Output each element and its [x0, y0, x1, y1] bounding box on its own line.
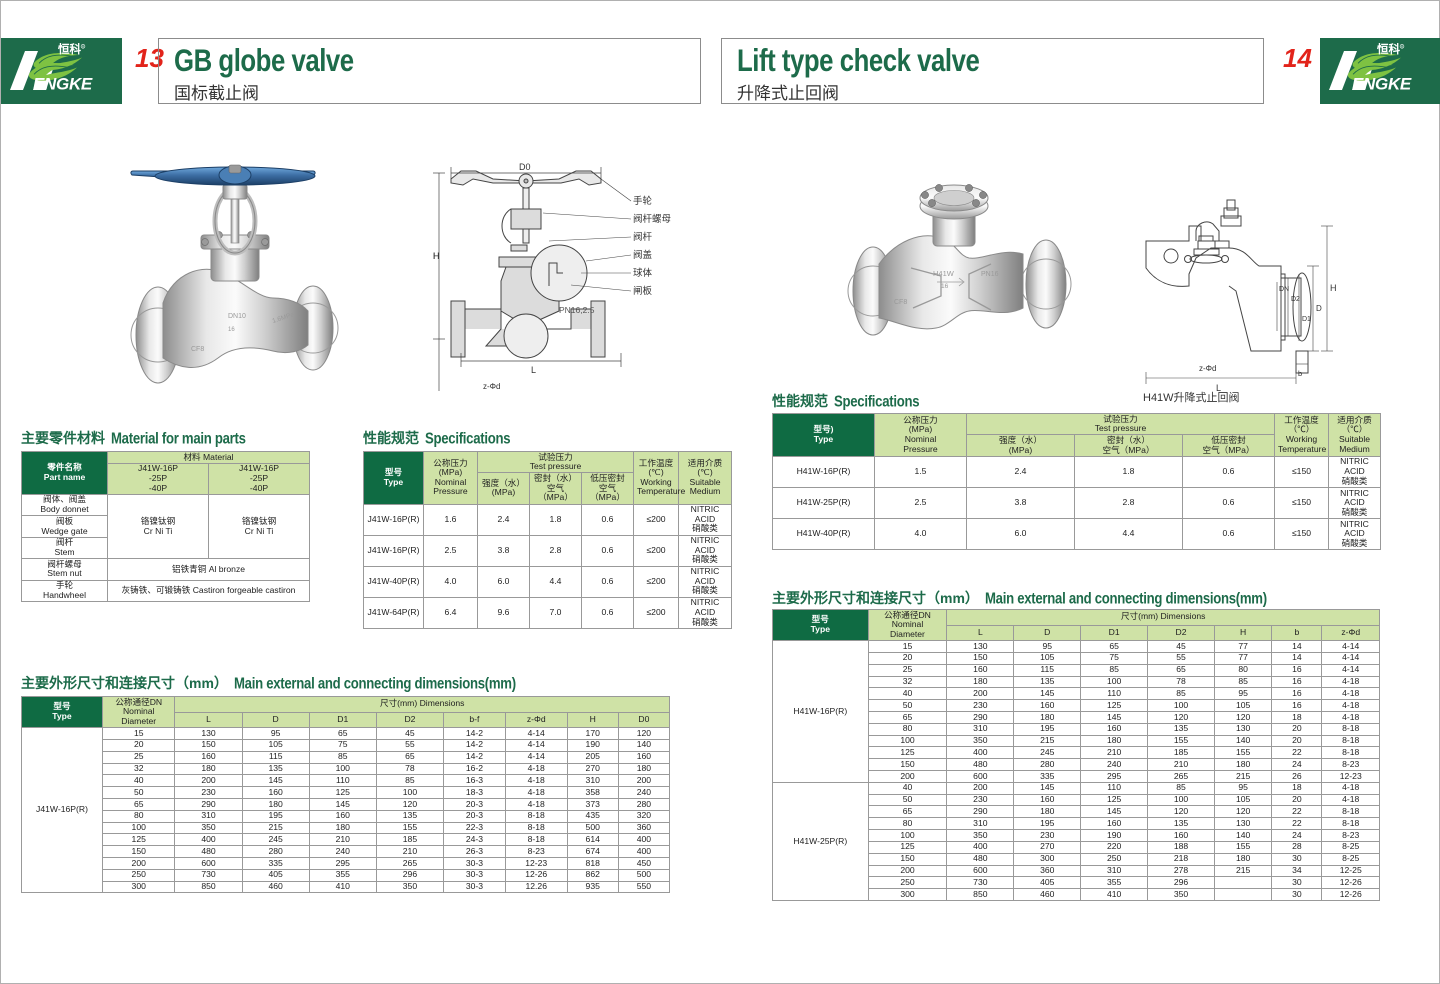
- svg-text:阀杆螺母: 阀杆螺母: [633, 213, 671, 225]
- svg-text:R: R: [1401, 44, 1403, 48]
- svg-text:D: D: [1316, 304, 1322, 313]
- svg-text:b: b: [1298, 369, 1302, 378]
- svg-text:球体: 球体: [633, 267, 653, 279]
- svg-text:ENGKE: ENGKE: [1352, 75, 1412, 94]
- svg-text:D2: D2: [1291, 296, 1300, 303]
- svg-text:H: H: [1330, 283, 1337, 293]
- svg-text:16: 16: [228, 327, 235, 333]
- svg-text:恒科: 恒科: [1377, 42, 1400, 56]
- svg-text:阀盖: 阀盖: [633, 249, 653, 261]
- svg-text:H: H: [433, 251, 440, 261]
- svg-text:DN: DN: [1279, 286, 1289, 293]
- svg-text:L: L: [531, 365, 536, 375]
- svg-text:D0: D0: [519, 162, 531, 172]
- svg-text:手轮: 手轮: [633, 195, 653, 207]
- svg-text:H41W升降式止回阀: H41W升降式止回阀: [1143, 390, 1240, 404]
- svg-text:DN10: DN10: [228, 313, 246, 320]
- svg-text:R: R: [82, 44, 84, 48]
- svg-text:阀杆: 阀杆: [633, 231, 653, 243]
- svg-text:H41W: H41W: [933, 269, 955, 278]
- svg-text:ENGKE: ENGKE: [33, 75, 93, 94]
- svg-text:16: 16: [941, 283, 949, 290]
- svg-text:PN16: PN16: [981, 271, 999, 278]
- svg-text:CF8: CF8: [894, 299, 907, 306]
- svg-text:D1: D1: [1302, 316, 1311, 323]
- svg-text:CF8: CF8: [191, 346, 204, 353]
- svg-text:恒科: 恒科: [58, 42, 81, 56]
- svg-text:z-Φd: z-Φd: [1199, 364, 1217, 373]
- svg-text:闸板: 闸板: [633, 285, 653, 297]
- svg-text:PN16,2.5: PN16,2.5: [559, 305, 595, 315]
- svg-text:z-Φd: z-Φd: [483, 382, 501, 391]
